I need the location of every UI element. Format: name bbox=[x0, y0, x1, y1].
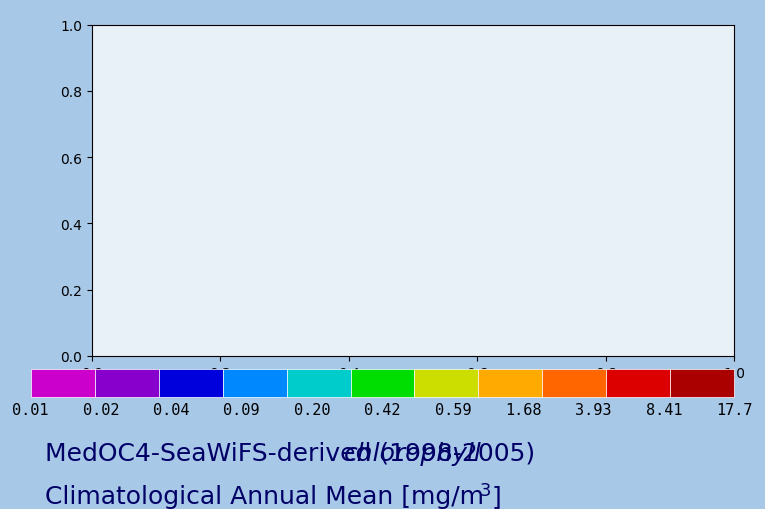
FancyBboxPatch shape bbox=[31, 369, 95, 397]
FancyBboxPatch shape bbox=[670, 369, 734, 397]
Text: ]: ] bbox=[492, 484, 501, 508]
Text: 0.20: 0.20 bbox=[294, 402, 330, 417]
FancyBboxPatch shape bbox=[95, 369, 158, 397]
Text: 0.04: 0.04 bbox=[153, 402, 190, 417]
Text: 17.7: 17.7 bbox=[716, 402, 753, 417]
Text: chlorophyll: chlorophyll bbox=[343, 441, 482, 465]
Text: 1.68: 1.68 bbox=[505, 402, 542, 417]
FancyBboxPatch shape bbox=[542, 369, 607, 397]
Text: 3: 3 bbox=[480, 481, 491, 499]
FancyBboxPatch shape bbox=[350, 369, 415, 397]
Text: 3.93: 3.93 bbox=[575, 402, 612, 417]
Text: 0.59: 0.59 bbox=[435, 402, 471, 417]
FancyBboxPatch shape bbox=[158, 369, 223, 397]
FancyBboxPatch shape bbox=[478, 369, 542, 397]
Text: MedOC4-SeaWiFS-derived (1998-2005): MedOC4-SeaWiFS-derived (1998-2005) bbox=[44, 441, 543, 465]
Text: 0.02: 0.02 bbox=[83, 402, 119, 417]
Text: Climatological Annual Mean [mg/m: Climatological Annual Mean [mg/m bbox=[44, 484, 483, 508]
Text: 0.01: 0.01 bbox=[12, 402, 49, 417]
Text: 0.42: 0.42 bbox=[364, 402, 401, 417]
FancyBboxPatch shape bbox=[223, 369, 287, 397]
FancyBboxPatch shape bbox=[287, 369, 350, 397]
FancyBboxPatch shape bbox=[607, 369, 670, 397]
Text: 0.09: 0.09 bbox=[223, 402, 260, 417]
FancyBboxPatch shape bbox=[415, 369, 478, 397]
Text: 8.41: 8.41 bbox=[646, 402, 682, 417]
